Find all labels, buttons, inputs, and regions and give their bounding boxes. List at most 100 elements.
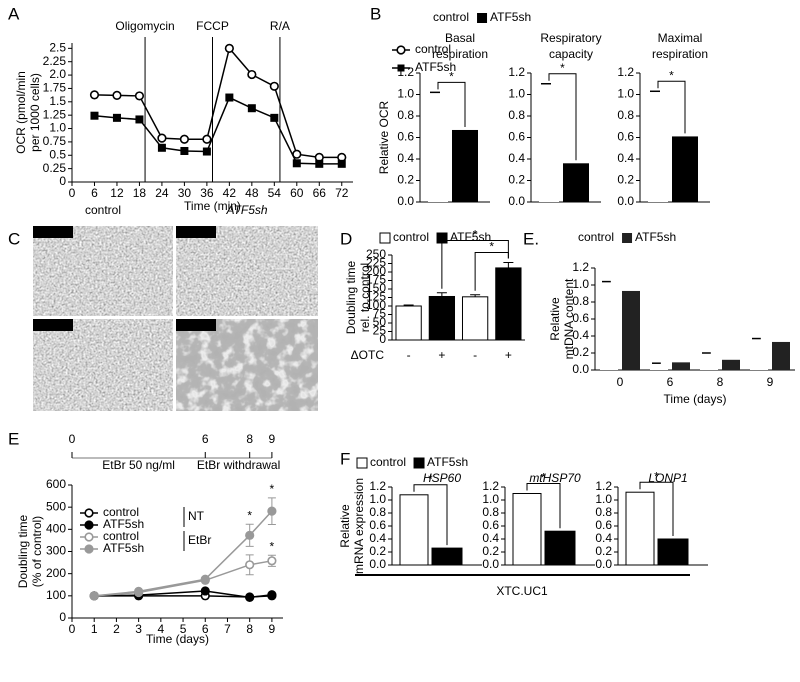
legend-marker — [396, 45, 406, 55]
y-tick-label: 2.0 — [49, 67, 66, 81]
y-tick-label: 100 — [366, 298, 386, 312]
error-bar — [470, 294, 481, 297]
y-axis-label: mRNA expression — [352, 478, 366, 574]
legend-marker — [397, 64, 405, 72]
legend-swatch — [413, 457, 425, 469]
category-title: Maximal — [658, 31, 703, 45]
marker — [315, 159, 324, 168]
y-tick-label: 0.2 — [572, 345, 589, 359]
y-axis-label: Relative — [338, 504, 352, 548]
x-tick-label: 36 — [200, 186, 214, 200]
y-tick-label: 0.5 — [49, 147, 66, 161]
x-tick-label: 8 — [717, 375, 724, 389]
y-tick-label: 125 — [366, 290, 386, 304]
y-axis-label: Doubling time — [16, 514, 30, 588]
x-tick-label: - — [473, 348, 477, 362]
category-title: respiration — [652, 47, 708, 61]
bar — [495, 267, 522, 341]
category-title: mtHSP70 — [529, 471, 581, 485]
marker — [112, 90, 122, 100]
y-tick-label: 600 — [46, 477, 66, 491]
panel-label: E — [8, 429, 19, 448]
y-tick-label: 1.2 — [595, 479, 612, 493]
y-tick-label: 0.0 — [397, 194, 414, 208]
y-tick-label: 0.6 — [617, 130, 634, 144]
legend-label: ATF5sh — [450, 230, 491, 244]
y-tick-label: 500 — [46, 499, 66, 513]
legend-marker — [84, 544, 94, 554]
y-tick-label: 75 — [373, 307, 387, 321]
bar — [648, 91, 668, 202]
y-tick-label: 1.2 — [482, 479, 499, 493]
legend-label: ATF5sh — [490, 10, 531, 24]
x-tick-label: 8 — [246, 622, 253, 636]
y-tick-label: 225 — [366, 256, 386, 270]
y-tick-label: 0.8 — [508, 108, 525, 122]
x-tick-label: 42 — [223, 186, 237, 200]
marker — [90, 111, 99, 120]
bar — [657, 538, 689, 566]
category-title: Respiratory — [540, 31, 601, 45]
micrographs: C control ATF5sh — [8, 203, 318, 411]
bar — [544, 530, 576, 566]
category-title: respiration — [432, 47, 488, 61]
y-tick-label: 0.0 — [369, 557, 386, 571]
legend-swatch — [356, 457, 368, 469]
marker — [135, 115, 144, 124]
y-tick-label: 0.25 — [43, 161, 67, 175]
marker — [225, 93, 234, 102]
scale-box — [33, 319, 73, 331]
y-tick-label: 25 — [373, 324, 387, 338]
x-tick-label: 9 — [767, 375, 774, 389]
y-tick-label: 0 — [59, 174, 66, 188]
x-tick-label: 5 — [180, 622, 187, 636]
x-tick-label: 0 — [69, 186, 76, 200]
significance-bracket — [474, 251, 509, 291]
significance: * — [473, 228, 478, 242]
y-tick-label: 175 — [366, 273, 386, 287]
y-tick-label: 0.6 — [508, 130, 525, 144]
marker — [267, 556, 277, 566]
y-tick-label: 0.4 — [572, 328, 589, 342]
legend-label: control — [578, 230, 614, 244]
bar — [563, 163, 589, 202]
y-tick-label: 0 — [59, 610, 66, 624]
bar — [431, 547, 463, 566]
bar — [512, 493, 542, 566]
y-tick-label: 0 — [379, 332, 386, 346]
x-tick-label: 12 — [110, 186, 124, 200]
y-tick-label: 0.6 — [482, 518, 499, 532]
marker — [89, 90, 100, 100]
y-tick-label: 0.8 — [572, 294, 589, 308]
series-line — [94, 46, 342, 159]
y-tick-label: 1.75 — [43, 81, 67, 95]
category-title: HSP60 — [423, 471, 461, 485]
panel-label: B — [370, 4, 381, 23]
y-tick-label: 0.0 — [482, 557, 499, 571]
scale-box — [33, 226, 73, 238]
category-title: capacity — [549, 47, 593, 61]
significance: * — [247, 508, 252, 522]
marker — [134, 91, 145, 101]
marker — [157, 133, 167, 143]
timeline-tick-label: 9 — [269, 432, 276, 446]
marker — [134, 586, 144, 597]
y-tick-label: 400 — [46, 522, 66, 536]
y-axis-label: OCR (pmol/min — [14, 71, 28, 154]
y-tick-label: 1.2 — [617, 65, 634, 79]
marker — [245, 530, 255, 540]
y-tick-label: 1.5 — [49, 94, 66, 108]
significance: * — [428, 472, 433, 486]
x-tick-label: 1 — [91, 622, 98, 636]
y-tick-label: 1.0 — [397, 87, 414, 101]
timeline-label: EtBr withdrawal — [197, 458, 280, 472]
x-tick-label: 0 — [617, 375, 624, 389]
y-tick-label: 50 — [373, 315, 387, 329]
bar — [672, 362, 690, 370]
panel-label: D — [340, 229, 352, 248]
legend-label: control — [393, 230, 429, 244]
y-tick-label: 0.0 — [572, 362, 589, 376]
marker — [202, 147, 211, 156]
y-tick-label: 0.2 — [595, 544, 612, 558]
significance: * — [449, 70, 454, 84]
